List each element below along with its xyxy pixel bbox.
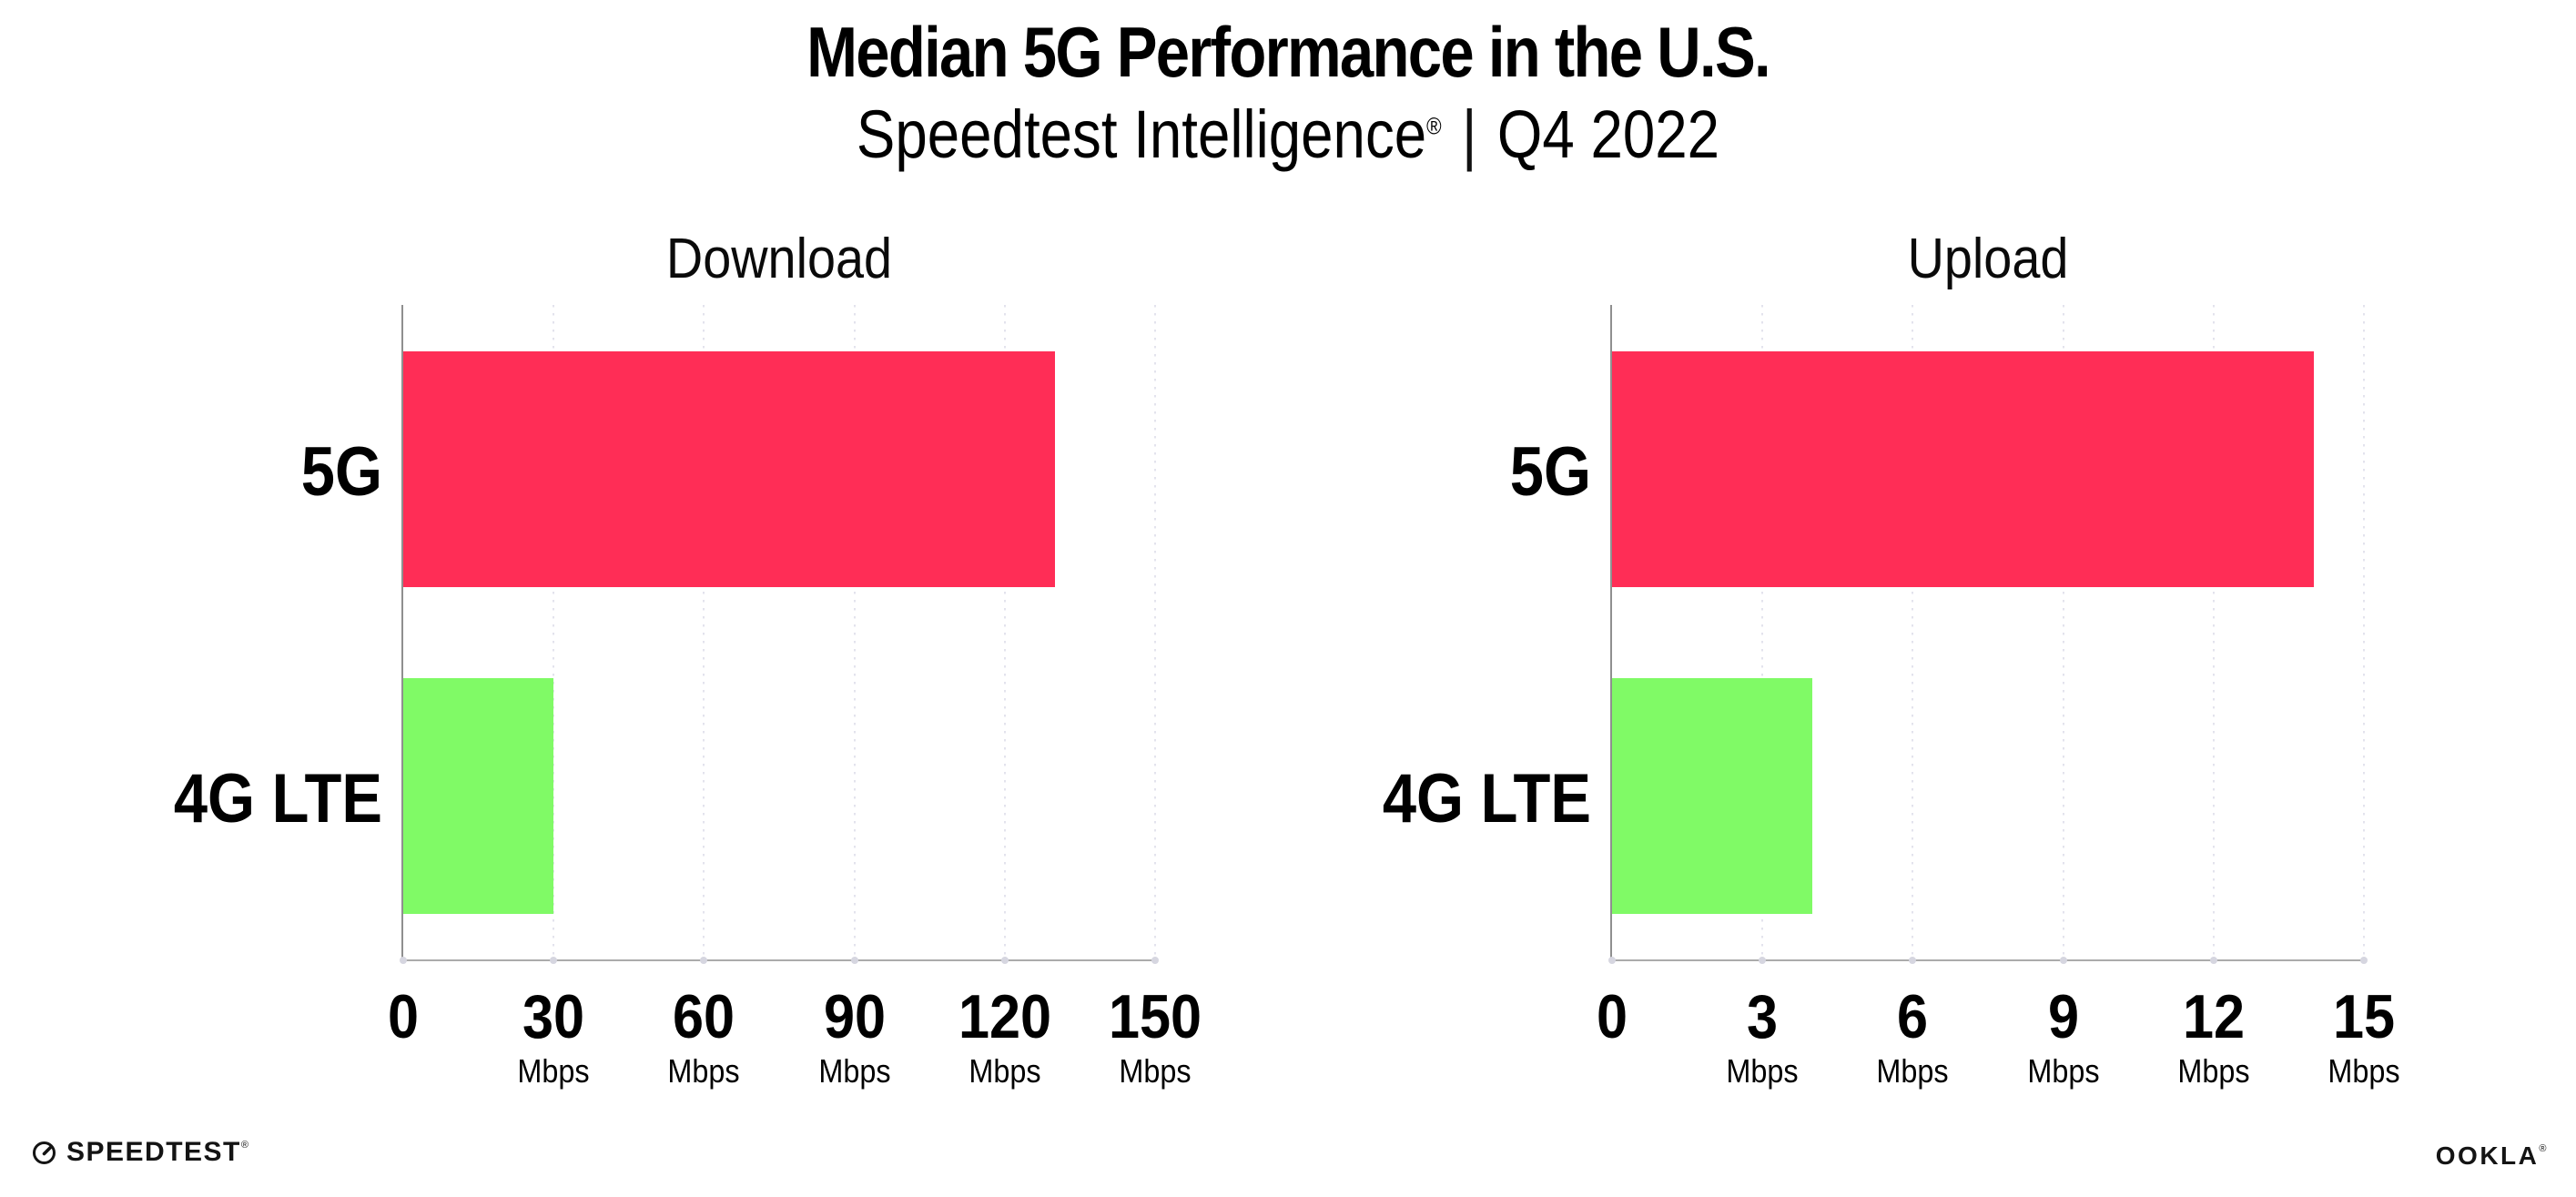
x-tick-unit: Mbps (2026, 1052, 2100, 1090)
x-tick-unit: Mbps (2328, 1052, 2400, 1090)
x-tick-value: 0 (1596, 982, 1628, 1051)
subtitle-period: Q4 2022 (1496, 96, 1720, 172)
gridline (1003, 305, 1006, 959)
x-tick-value: 120 (958, 982, 1051, 1051)
axis-tick-dot (1909, 957, 1917, 964)
registered-mark: ® (1426, 112, 1442, 140)
x-tick-value: 0 (387, 982, 420, 1051)
page-subtitle: Speedtest Intelligence® | Q4 2022 (180, 101, 2396, 168)
axis-tick-dot (1759, 957, 1767, 964)
page-title: Median 5G Performance in the U.S. (806, 12, 1771, 92)
x-tick-label: 150 Mbps (1073, 986, 1237, 1088)
x-tick-unit: Mbps (1726, 1052, 1799, 1090)
ookla-logo: OOKLA® (2436, 1143, 2549, 1169)
x-tick-value: 30 (522, 982, 585, 1051)
x-tick-value: 3 (1747, 982, 1779, 1051)
x-tick-label: 0 (1530, 986, 1694, 1048)
upload-x-axis-labels: 0 3 Mbps 6 Mbps 9 Mbps 12 Mbps 15 Mbps (1597, 986, 2400, 1131)
category-label-5g: 5G (300, 433, 382, 511)
bar-4g-lte (1612, 678, 1813, 914)
axis-tick-dot (1151, 957, 1159, 964)
bar-5g (403, 351, 1055, 587)
x-tick-unit: Mbps (2177, 1052, 2250, 1090)
category-label-4g-lte: 4G LTE (173, 760, 382, 837)
axis-tick-dot (2059, 957, 2067, 964)
axis-tick-dot (400, 957, 407, 964)
x-tick-unit: Mbps (1876, 1052, 1950, 1090)
x-tick-label: 12 Mbps (2132, 986, 2296, 1088)
x-tick-label: 6 Mbps (1831, 986, 1994, 1088)
gridline (553, 305, 555, 959)
axis-tick-dot (550, 957, 558, 964)
x-tick-label: 90 Mbps (773, 986, 937, 1088)
download-chart-title: Download (665, 228, 893, 290)
subtitle-divider: | (1462, 96, 1477, 172)
x-tick-label: 15 Mbps (2282, 986, 2446, 1088)
speedtest-wordmark: SPEEDTEST® (66, 1137, 250, 1167)
gridline (2062, 305, 2064, 959)
x-tick-value: 6 (1897, 982, 1929, 1051)
x-tick-value: 90 (823, 982, 886, 1051)
x-tick-label: 3 Mbps (1680, 986, 1844, 1088)
x-tick-unit: Mbps (517, 1052, 590, 1090)
bar-4g-lte (403, 678, 554, 914)
gridline (2363, 305, 2365, 959)
x-tick-unit: Mbps (817, 1052, 891, 1090)
gridline (853, 305, 856, 959)
axis-tick-dot (2360, 957, 2368, 964)
ookla-wordmark: OOKLA (2435, 1141, 2540, 1170)
x-tick-label: 30 Mbps (472, 986, 635, 1088)
category-label-5g: 5G (1509, 433, 1591, 511)
gridline (703, 305, 705, 959)
x-tick-value: 15 (2332, 982, 2396, 1051)
gridline (1761, 305, 1764, 959)
x-tick-value: 150 (1108, 982, 1202, 1051)
upload-plot-area (1608, 305, 2368, 964)
axis-tick-dot (700, 957, 708, 964)
registered-mark: ® (2539, 1143, 2549, 1154)
x-tick-value: 60 (673, 982, 735, 1051)
download-x-axis-labels: 0 30 Mbps 60 Mbps 90 Mbps 120 Mbps 150 Mbps (388, 986, 1202, 1131)
x-tick-value: 9 (2047, 982, 2079, 1051)
speedtest-logo: SPEEDTEST® (32, 1139, 249, 1166)
x-tick-label: 120 Mbps (923, 986, 1087, 1088)
gridline (1912, 305, 1914, 959)
speedtest-gauge-icon (32, 1141, 56, 1165)
gridline (2212, 305, 2215, 959)
subtitle-brand: Speedtest Intelligence (856, 96, 1427, 172)
axis-tick-dot (1608, 957, 1616, 964)
x-tick-value: 12 (2182, 982, 2245, 1051)
axis-tick-dot (850, 957, 858, 964)
download-plot-area (400, 305, 1159, 964)
upload-chart-title: Upload (1907, 228, 2069, 290)
x-tick-label: 0 (321, 986, 485, 1048)
x-tick-unit: Mbps (1119, 1052, 1192, 1090)
x-tick-label: 60 Mbps (622, 986, 786, 1088)
x-tick-unit: Mbps (667, 1052, 741, 1090)
registered-mark: ® (240, 1140, 250, 1151)
x-tick-label: 9 Mbps (1982, 986, 2145, 1088)
x-tick-unit: Mbps (969, 1052, 1041, 1090)
axis-tick-dot (1000, 957, 1009, 964)
gridline (1154, 305, 1156, 959)
axis-tick-dot (2209, 957, 2217, 964)
bar-5g (1612, 351, 2314, 587)
category-label-4g-lte: 4G LTE (1382, 760, 1591, 837)
